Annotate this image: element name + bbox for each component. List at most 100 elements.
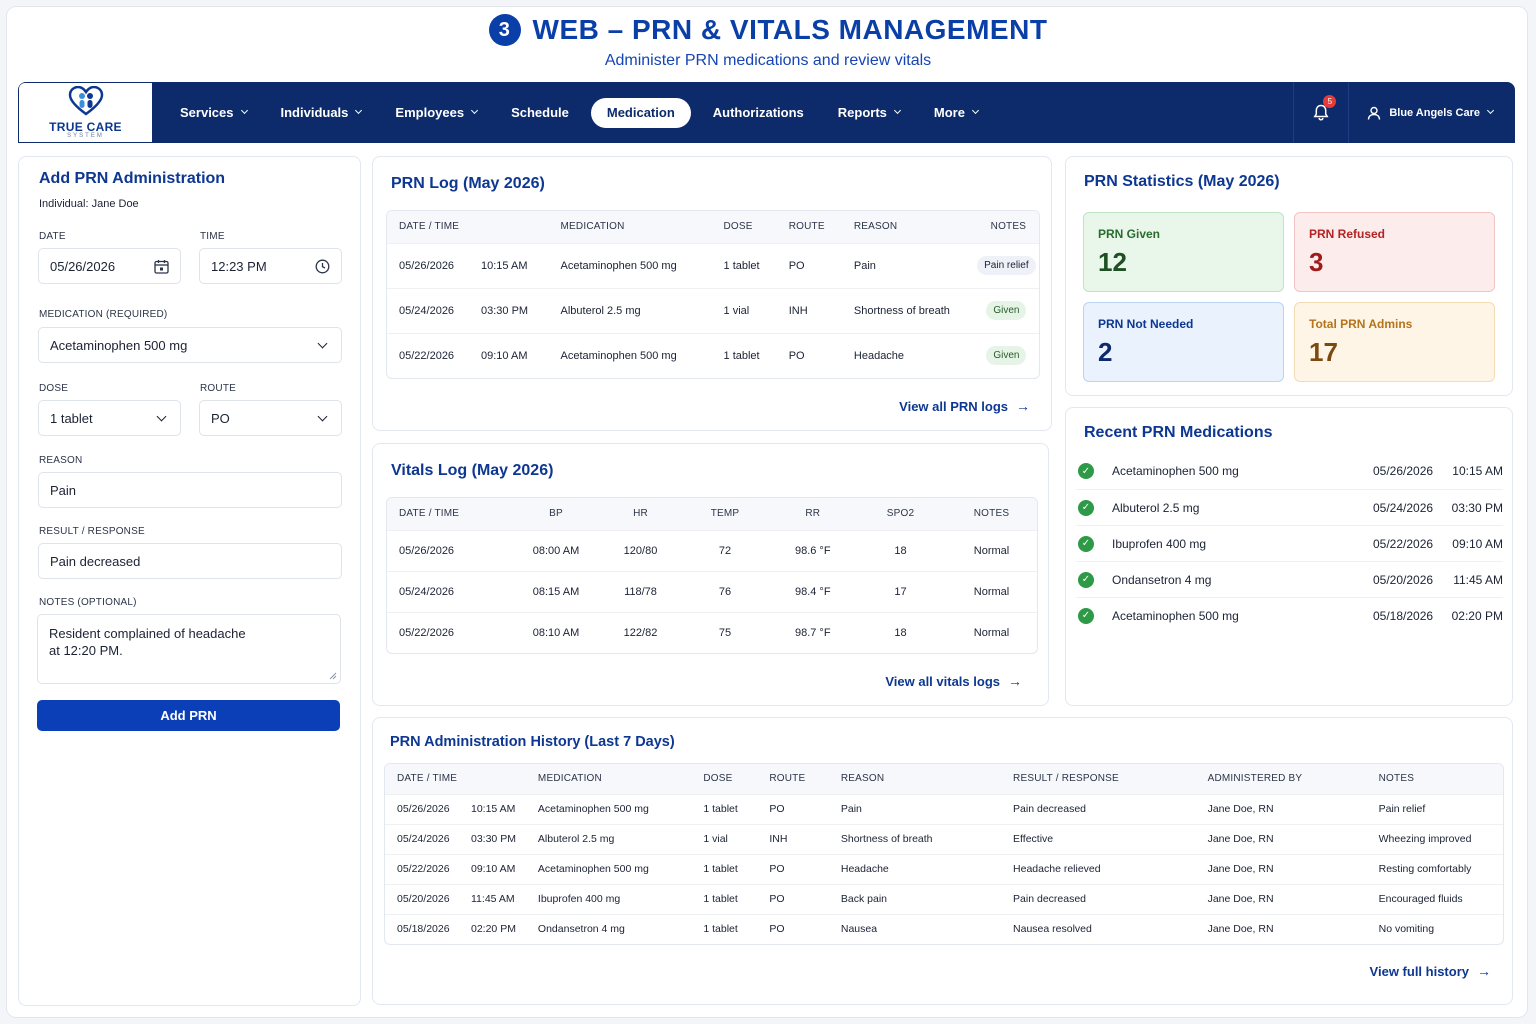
stat-label: Total PRN Admins xyxy=(1309,317,1413,331)
chevron-down-icon xyxy=(893,106,901,115)
history-col-header: MEDICATION xyxy=(535,764,702,794)
vitals-row[interactable]: 05/26/2026 08:00 AM 120/80 72 98.6 °F 18 Norma… xyxy=(387,529,1037,571)
recent-prn-row[interactable]: ✓ Acetaminophen 500 mg 05/18/2026 02:20 PM xyxy=(1076,597,1503,633)
vitals-temp: 98.4 °F xyxy=(770,570,855,612)
nav-item-employees[interactable]: Employees xyxy=(383,98,489,128)
history-datetime: 05/22/2026 09:10 AM xyxy=(385,853,536,884)
nav-item-label: Services xyxy=(180,105,234,120)
vitals-notes: Normal xyxy=(946,611,1037,653)
history-row[interactable]: 05/24/2026 03:30 PM Albuterol 2.5 mg 1 vial… xyxy=(385,823,1503,854)
vitals-hr: 75 xyxy=(679,611,771,653)
vitals-row[interactable]: 05/22/2026 08:10 AM 122/82 75 98.7 °F 18 Norma… xyxy=(387,611,1037,653)
recent-time: 09:10 AM xyxy=(1452,536,1503,551)
vitals-log-title: Vitals Log (May 2026) xyxy=(391,462,554,479)
view-all-prn-logs-link[interactable]: View all PRN logs → xyxy=(899,398,1030,414)
notification-count-badge: 5 xyxy=(1323,95,1337,108)
nav-item-reports[interactable]: Reports xyxy=(826,98,912,128)
prn-log-medication: Albuterol 2.5 mg xyxy=(556,287,720,333)
dose-select[interactable]: 1 tablet xyxy=(38,400,181,436)
prn-log-medication: Acetaminophen 500 mg xyxy=(556,332,720,378)
nav-item-schedule[interactable]: Schedule xyxy=(499,98,581,128)
history-route: PO xyxy=(767,913,839,944)
stat-prn-not-needed[interactable]: PRN Not Needed 2 xyxy=(1083,302,1284,382)
history-row[interactable]: 05/22/2026 09:10 AM Acetaminophen 500 mg 1 … xyxy=(385,853,1503,884)
history-row[interactable]: 05/20/2026 11:45 AM Ibuprofen 400 mg 1 tabl… xyxy=(385,883,1503,914)
history-row[interactable]: 05/18/2026 02:20 PM Ondansetron 4 mg 1 tabl… xyxy=(385,913,1503,944)
user-icon xyxy=(1368,106,1381,120)
recent-medication: Acetaminophen 500 mg xyxy=(1112,608,1239,623)
nav-item-medication[interactable]: Medication xyxy=(590,97,691,128)
route-label: ROUTE xyxy=(200,383,236,394)
notifications-button[interactable]: 5 xyxy=(1293,82,1350,143)
recent-prn-row[interactable]: ✓ Ondansetron 4 mg 05/20/2026 11:45 AM xyxy=(1076,561,1503,597)
medication-select[interactable]: Acetaminophen 500 mg xyxy=(38,327,342,363)
recent-prn-row[interactable]: ✓ Ibuprofen 400 mg 05/22/2026 09:10 AM xyxy=(1076,525,1503,561)
history-by: Jane Doe, RN xyxy=(1205,793,1377,824)
nav-item-label: Employees xyxy=(395,105,465,120)
history-date: 05/24/2026 xyxy=(397,833,450,845)
resize-handle-icon[interactable] xyxy=(329,672,337,680)
view-full-history-link[interactable]: View full history → xyxy=(1370,963,1491,979)
prn-log-date: 05/24/2026 xyxy=(399,304,455,317)
view-all-vitals-logs-link[interactable]: View all vitals logs → xyxy=(885,673,1022,689)
history-col-header: REASON xyxy=(838,764,1012,794)
history-row[interactable]: 05/26/2026 10:15 AM Acetaminophen 500 mg 1 … xyxy=(385,793,1503,824)
prn-log-row[interactable]: 05/26/2026 10:15 AM Acetaminophen 500 mg 1 … xyxy=(387,242,1039,288)
vitals-time: 08:00 AM xyxy=(510,529,602,571)
history-notes: Encouraged fluids xyxy=(1376,883,1503,914)
prn-log-col-header: DOSE xyxy=(719,211,785,243)
prn-log-row[interactable]: 05/22/2026 09:10 AM Acetaminophen 500 mg 1 … xyxy=(387,332,1039,378)
history-result: Headache relieved xyxy=(1011,853,1206,884)
recent-time: 11:45 AM xyxy=(1453,572,1503,587)
stat-label: PRN Not Needed xyxy=(1098,317,1194,331)
notes-badge: Pain relief xyxy=(977,256,1036,275)
stat-value: 2 xyxy=(1098,337,1113,367)
result-input[interactable]: Pain decreased xyxy=(38,543,342,579)
prn-log-col-header: MEDICATION xyxy=(556,211,720,243)
vitals-log-card: Vitals Log (May 2026) DATE / TIME BP HR TEM… xyxy=(372,443,1049,706)
prn-statistics-card: PRN Statistics (May 2026) PRN Given 12 PRN… xyxy=(1065,156,1513,396)
history-col-header: ADMINISTERED BY xyxy=(1205,764,1377,794)
user-menu[interactable]: Blue Angels Care xyxy=(1349,106,1515,120)
add-prn-title: Add PRN Administration xyxy=(39,170,226,187)
prn-log-time: 03:30 PM xyxy=(481,304,529,317)
vitals-date: 05/22/2026 xyxy=(387,611,511,653)
reason-label: REASON xyxy=(39,455,83,466)
date-field[interactable]: 05/26/2026 xyxy=(38,248,181,284)
recent-time: 03:30 PM xyxy=(1451,500,1503,515)
history-medication: Ibuprofen 400 mg xyxy=(535,883,702,914)
view-all-prn-logs-label: View all PRN logs xyxy=(899,398,1008,414)
stat-prn-given[interactable]: PRN Given 12 xyxy=(1083,212,1284,292)
reason-value: Pain xyxy=(50,482,77,498)
add-prn-card: Add PRN Administration Individual: Jane … xyxy=(18,156,361,1006)
add-prn-button[interactable]: Add PRN xyxy=(37,700,340,731)
history-reason: Pain xyxy=(838,793,1012,824)
vitals-col-header: SPO2 xyxy=(855,498,946,530)
recent-prn-row[interactable]: ✓ Albuterol 2.5 mg 05/24/2026 03:30 PM xyxy=(1076,489,1503,525)
history-time: 02:20 PM xyxy=(471,923,516,936)
vitals-temp: 98.6 °F xyxy=(770,529,855,571)
stat-total-prn-admins[interactable]: Total PRN Admins 17 xyxy=(1294,302,1495,382)
nav-item-individuals[interactable]: Individuals xyxy=(269,98,374,128)
prn-log-row[interactable]: 05/24/2026 03:30 PM Albuterol 2.5 mg 1 vial… xyxy=(387,287,1039,333)
notes-textarea[interactable]: Resident complained of headache at 12:20… xyxy=(37,614,341,684)
history-by: Jane Doe, RN xyxy=(1205,823,1377,854)
stat-prn-refused[interactable]: PRN Refused 3 xyxy=(1294,212,1495,292)
time-field[interactable]: 12:23 PM xyxy=(199,248,342,284)
route-select[interactable]: PO xyxy=(199,400,342,436)
prn-history-title: PRN Administration History (Last 7 Days) xyxy=(390,734,675,750)
prn-log-col-header: DATE / TIME xyxy=(387,211,557,243)
nav-item-services[interactable]: Services xyxy=(168,98,259,128)
history-date: 05/20/2026 xyxy=(397,893,450,905)
recent-medication: Acetaminophen 500 mg xyxy=(1112,464,1239,478)
nav-item-authorizations[interactable]: Authorizations xyxy=(701,98,816,128)
history-datetime: 05/24/2026 03:30 PM xyxy=(385,823,536,854)
history-by: Jane Doe, RN xyxy=(1205,883,1377,914)
recent-prn-row[interactable]: ✓ Acetaminophen 500 mg 05/26/2026 10:15 AM xyxy=(1076,453,1503,489)
history-notes: Resting comfortably xyxy=(1376,853,1503,884)
vitals-row[interactable]: 05/24/2026 08:15 AM 118/78 76 98.4 °F 17 Norma… xyxy=(387,570,1037,612)
logo[interactable]: TRUE CARE SYSTEM xyxy=(19,83,152,142)
history-reason: Back pain xyxy=(838,883,1012,914)
nav-item-more[interactable]: More xyxy=(922,98,990,128)
reason-input[interactable]: Pain xyxy=(38,472,342,508)
